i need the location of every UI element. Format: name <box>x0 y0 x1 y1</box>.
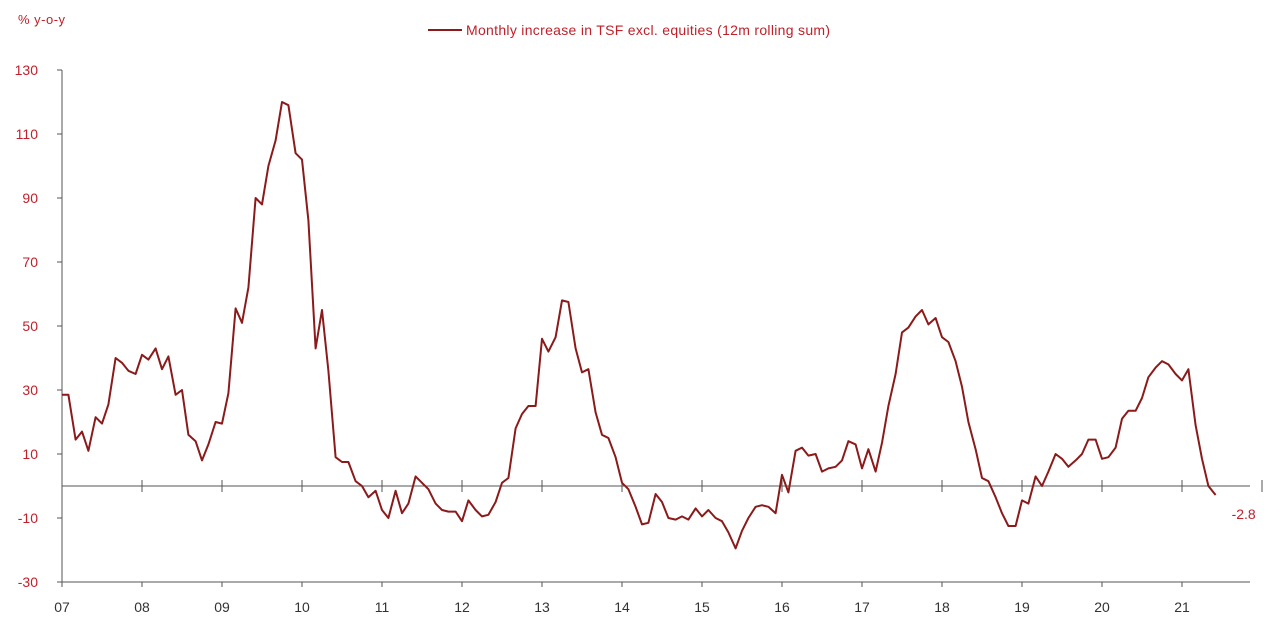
y-axis-unit-label: % y-o-y <box>18 12 66 27</box>
legend: Monthly increase in TSF excl. equities (… <box>428 22 830 38</box>
x-tick-label: 08 <box>134 599 150 615</box>
legend-series-label: Monthly increase in TSF excl. equities (… <box>466 22 831 38</box>
x-tick-label: 17 <box>854 599 870 615</box>
x-tick-label: 14 <box>614 599 630 615</box>
x-tick-label: 20 <box>1094 599 1110 615</box>
y-tick-label: 10 <box>22 446 38 462</box>
x-tick-label: 16 <box>774 599 790 615</box>
series-line <box>62 101 1217 550</box>
x-tick-label: 11 <box>375 599 390 615</box>
end-value-label: -2.8 <box>1232 506 1256 522</box>
x-tick-label: 13 <box>534 599 550 615</box>
x-tick-label: 21 <box>1174 599 1190 615</box>
x-tick-label: 15 <box>694 599 710 615</box>
x-tick-label: 09 <box>214 599 230 615</box>
x-tick-label: 10 <box>294 599 310 615</box>
y-tick-label: -10 <box>18 510 38 526</box>
x-tick-label: 18 <box>934 599 950 615</box>
y-tick-label: 90 <box>22 190 38 206</box>
y-tick-label: 30 <box>22 382 38 398</box>
y-tick-label: 110 <box>16 126 39 142</box>
y-tick-label: 130 <box>15 62 39 78</box>
legend-swatch <box>428 29 462 31</box>
y-tick-label: 50 <box>22 318 38 334</box>
x-tick-label: 12 <box>454 599 470 615</box>
x-tick-label: 07 <box>54 599 70 615</box>
x-tick-label: 19 <box>1014 599 1030 615</box>
y-tick-label: -30 <box>18 574 38 590</box>
y-tick-label: 70 <box>22 254 38 270</box>
